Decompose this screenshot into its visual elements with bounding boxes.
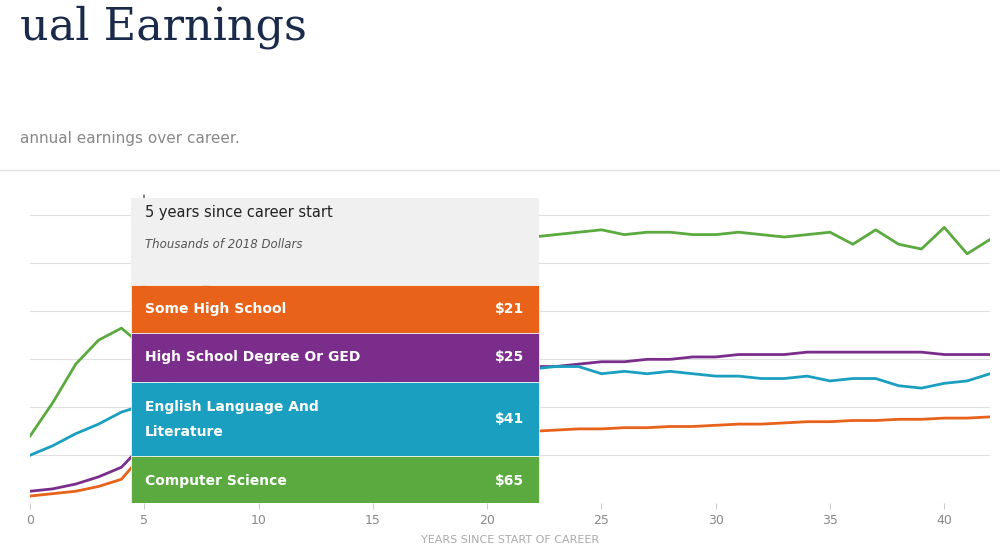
Text: High School Degree Or GED: High School Degree Or GED: [145, 351, 361, 364]
Text: Thousands of 2018 Dollars: Thousands of 2018 Dollars: [145, 238, 303, 251]
Text: $25: $25: [495, 351, 524, 364]
FancyBboxPatch shape: [131, 382, 539, 456]
Text: Literature: Literature: [145, 424, 224, 439]
FancyBboxPatch shape: [131, 197, 539, 285]
Text: $41: $41: [495, 412, 524, 426]
Text: $21: $21: [495, 302, 524, 316]
Text: annual earnings over career.: annual earnings over career.: [20, 131, 240, 146]
FancyBboxPatch shape: [131, 456, 539, 505]
X-axis label: YEARS SINCE START OF CAREER: YEARS SINCE START OF CAREER: [421, 535, 599, 545]
Text: $65: $65: [495, 474, 524, 487]
Text: ual Earnings: ual Earnings: [20, 5, 307, 49]
Text: English Language And: English Language And: [145, 400, 319, 414]
Text: 5 years since career start: 5 years since career start: [145, 206, 333, 220]
Text: Some High School: Some High School: [145, 302, 286, 316]
FancyBboxPatch shape: [131, 333, 539, 382]
FancyBboxPatch shape: [131, 285, 539, 333]
Text: Computer Science: Computer Science: [145, 474, 287, 487]
